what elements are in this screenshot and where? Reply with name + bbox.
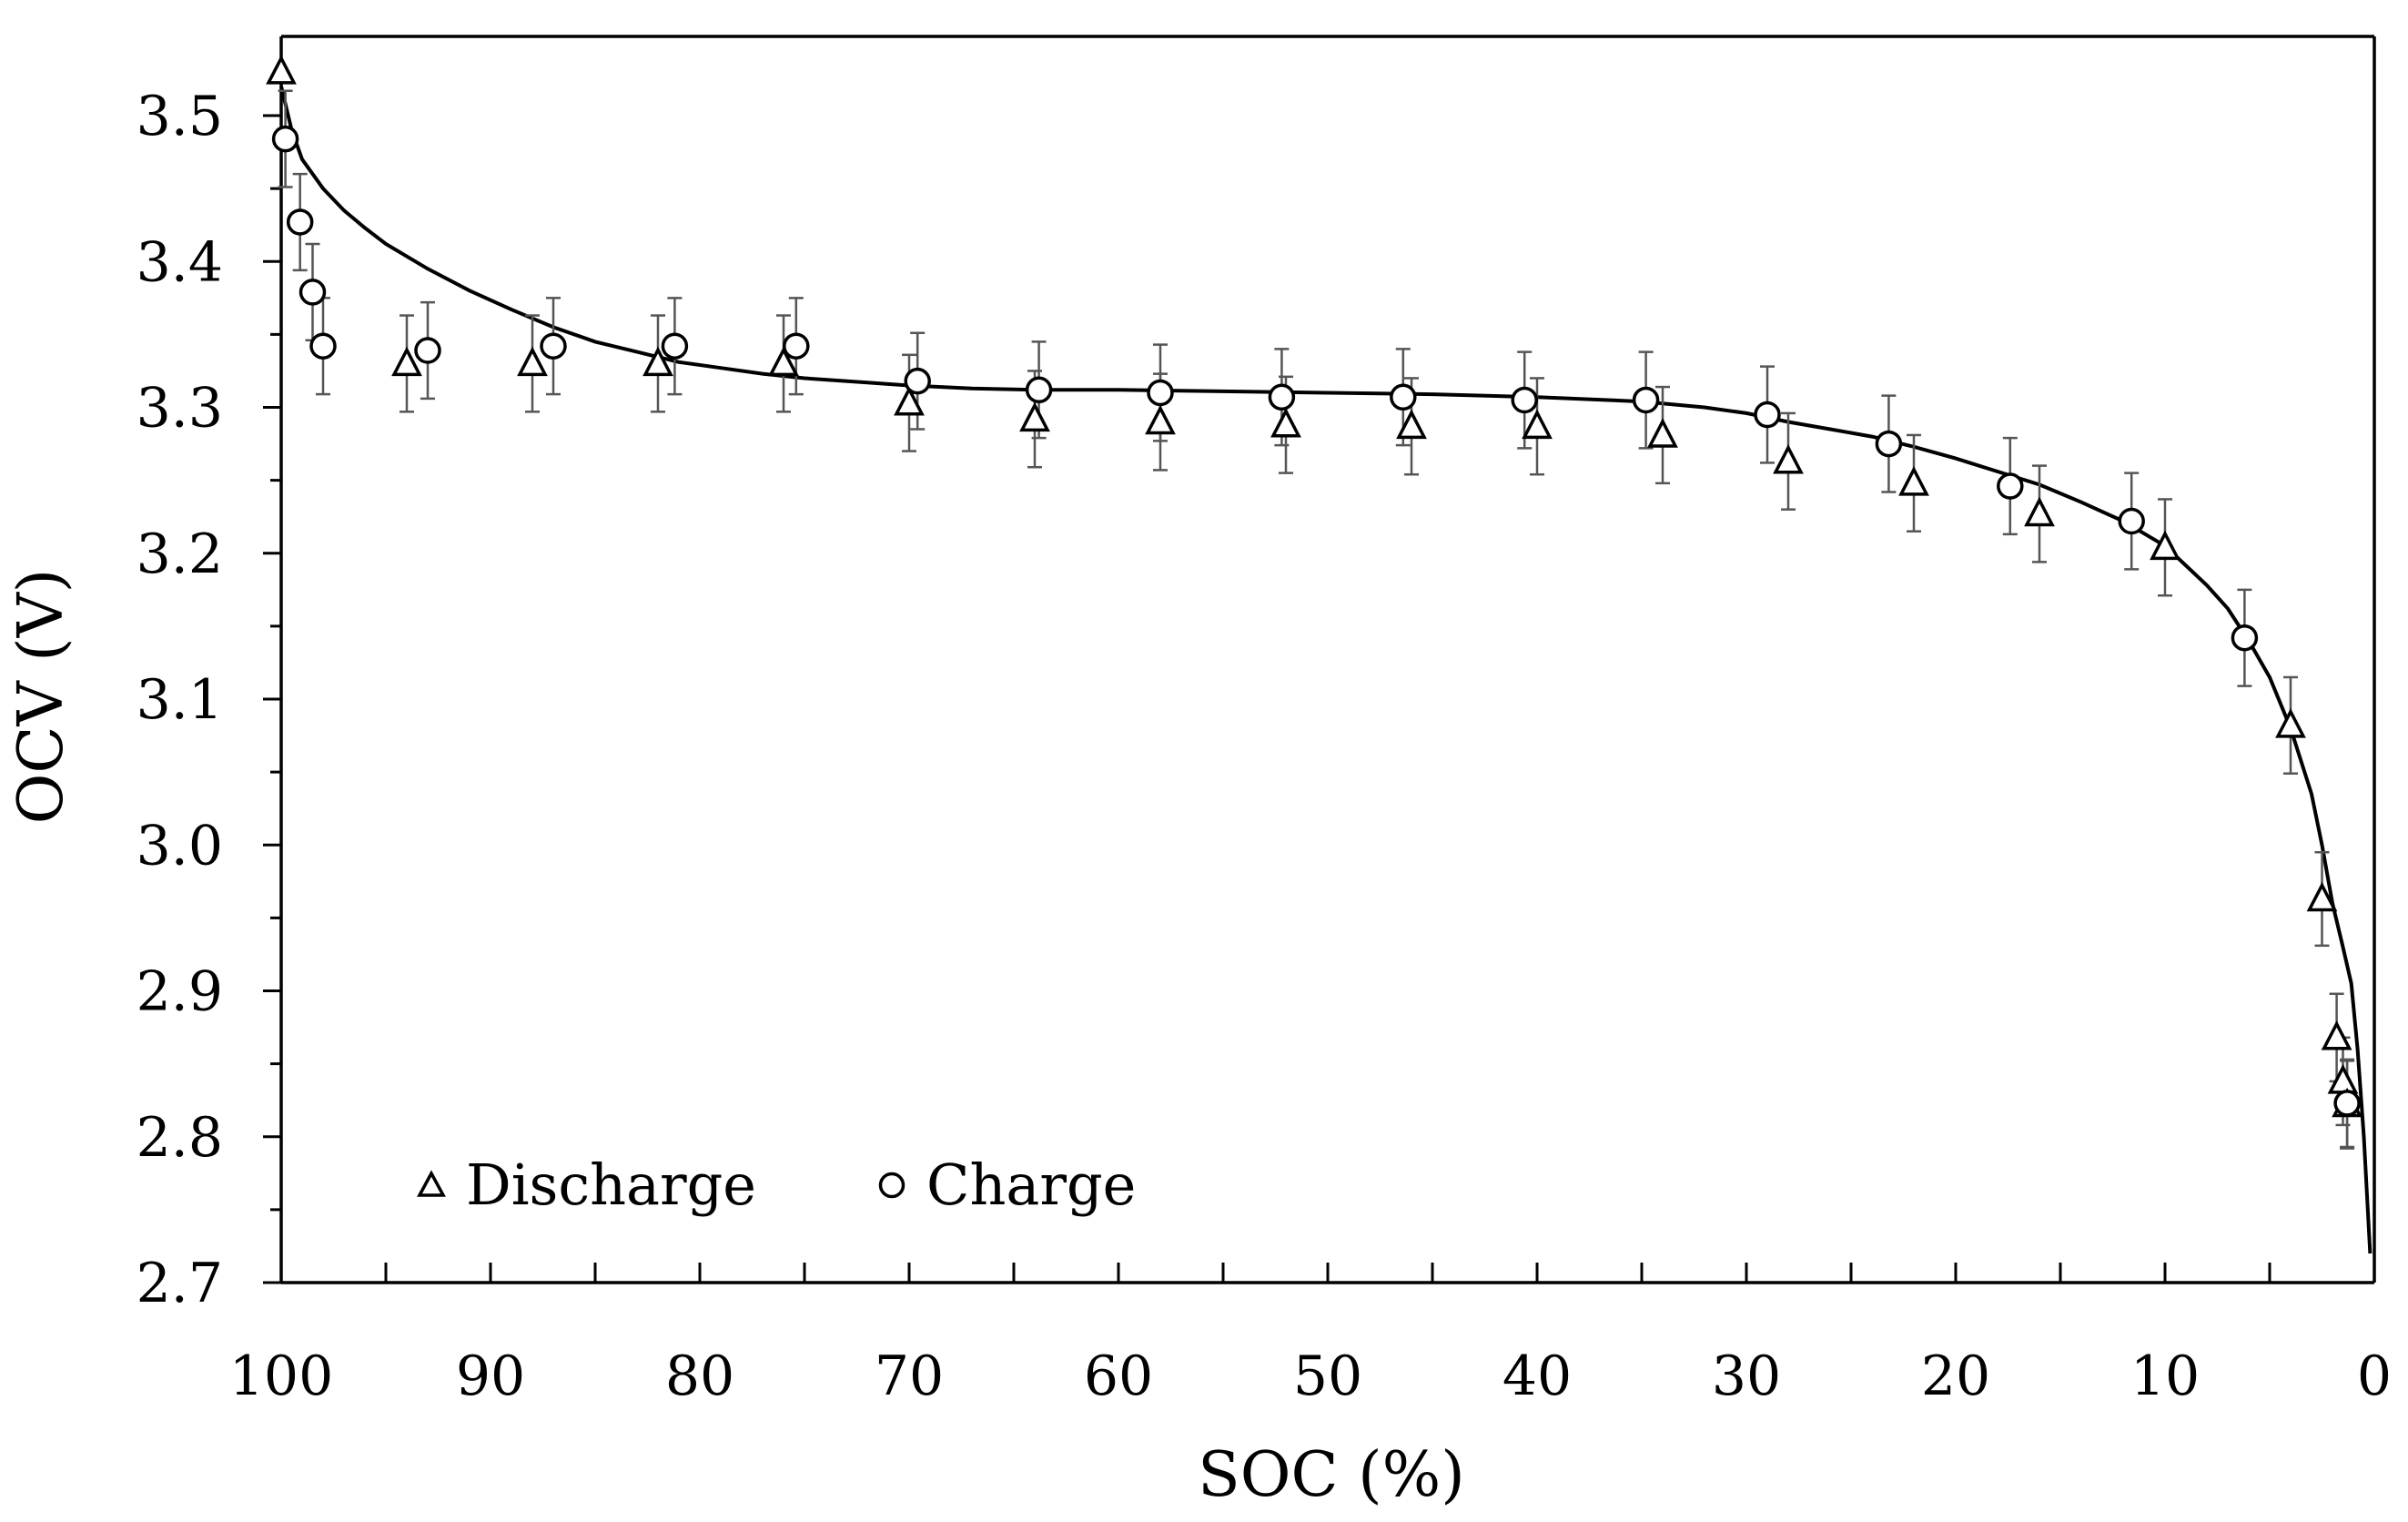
discharge-point — [2306, 881, 2338, 912]
charge-point — [271, 125, 299, 153]
x-tick-label: 50 — [1293, 1344, 1362, 1408]
y-tick-label: 2.7 — [137, 1252, 223, 1315]
y-tick-label: 3.2 — [137, 523, 223, 586]
discharge-point — [1647, 418, 1678, 448]
charge-point — [1632, 386, 1660, 414]
x-tick-label: 10 — [2130, 1344, 2200, 1408]
discharge-point — [642, 346, 673, 377]
y-tick-label: 3.0 — [137, 814, 223, 878]
y-axis-title: OCV (V) — [5, 569, 77, 825]
discharge-point — [1396, 409, 1427, 440]
discharge-point — [517, 346, 548, 377]
y-tick-label: 3.5 — [137, 85, 223, 148]
charge-point — [1997, 472, 2024, 500]
charge-point — [309, 332, 337, 360]
charge-point — [661, 332, 689, 360]
discharge-point — [894, 385, 925, 416]
x-tick-label: 90 — [456, 1344, 525, 1408]
x-tick-label: 0 — [2357, 1344, 2392, 1408]
discharge-point — [2327, 1064, 2359, 1094]
charge-point — [2231, 624, 2259, 652]
discharge-point — [1773, 443, 1804, 474]
charge-point — [783, 332, 810, 360]
legend: Discharge Charge — [417, 1152, 1136, 1218]
y-tick-label: 3.1 — [137, 668, 223, 732]
discharge-point — [1145, 404, 1176, 435]
legend-charge-circle-icon — [878, 1172, 906, 1199]
charge-point — [1875, 430, 1903, 458]
x-tick-label: 60 — [1084, 1344, 1153, 1408]
error-bars — [278, 89, 2355, 1150]
x-tick-label: 80 — [665, 1344, 734, 1408]
x-tick-label: 100 — [229, 1344, 334, 1408]
charge-point — [298, 279, 327, 306]
charge-point — [2333, 1090, 2361, 1117]
x-tick-label: 40 — [1502, 1344, 1572, 1408]
y-tick-label: 3.3 — [137, 377, 223, 441]
legend-discharge-triangle-icon — [417, 1170, 446, 1197]
discharge-point — [2275, 708, 2306, 738]
axes — [279, 35, 2376, 1284]
charge-point — [286, 208, 314, 236]
fit-curve-line — [279, 86, 2373, 1254]
discharge-point — [2024, 496, 2055, 527]
discharge-point — [1270, 407, 1301, 438]
charge-point — [1754, 401, 1781, 429]
discharge-point — [266, 55, 297, 85]
discharge-point — [391, 346, 422, 377]
discharge-point — [768, 346, 799, 377]
charge-point — [1390, 383, 1417, 411]
x-tick-label: 20 — [1921, 1344, 1990, 1408]
discharge-point — [1898, 466, 1929, 496]
charge-point — [1147, 379, 1174, 407]
charge-point — [1268, 383, 1296, 411]
discharge-point — [1019, 401, 1050, 432]
charge-point — [540, 332, 567, 360]
axis-ticks — [263, 114, 2376, 1284]
discharge-point — [2321, 1020, 2352, 1050]
x-tick-label: 70 — [875, 1344, 944, 1408]
data-markers — [266, 55, 2362, 1118]
legend-charge-label: Charge — [926, 1152, 1136, 1218]
legend-discharge-label: Discharge — [466, 1152, 756, 1218]
y-tick-label: 3.4 — [137, 230, 223, 294]
charge-point — [2118, 507, 2145, 535]
tick-labels: 100 90 80 70 60 50 40 30 20 10 02.72.82.93.03.13.2… — [137, 85, 2393, 1408]
y-tick-label: 2.8 — [137, 1106, 223, 1170]
discharge-point — [2150, 530, 2180, 561]
charge-point — [904, 367, 931, 395]
x-axis-title: SOC (%) — [1198, 1439, 1465, 1511]
x-tick-label: 30 — [1712, 1344, 1781, 1408]
discharge-point — [1522, 409, 1553, 440]
charge-point — [414, 337, 441, 364]
charge-point — [1511, 386, 1538, 414]
charge-point — [1025, 376, 1053, 404]
y-tick-label: 2.9 — [137, 960, 223, 1024]
